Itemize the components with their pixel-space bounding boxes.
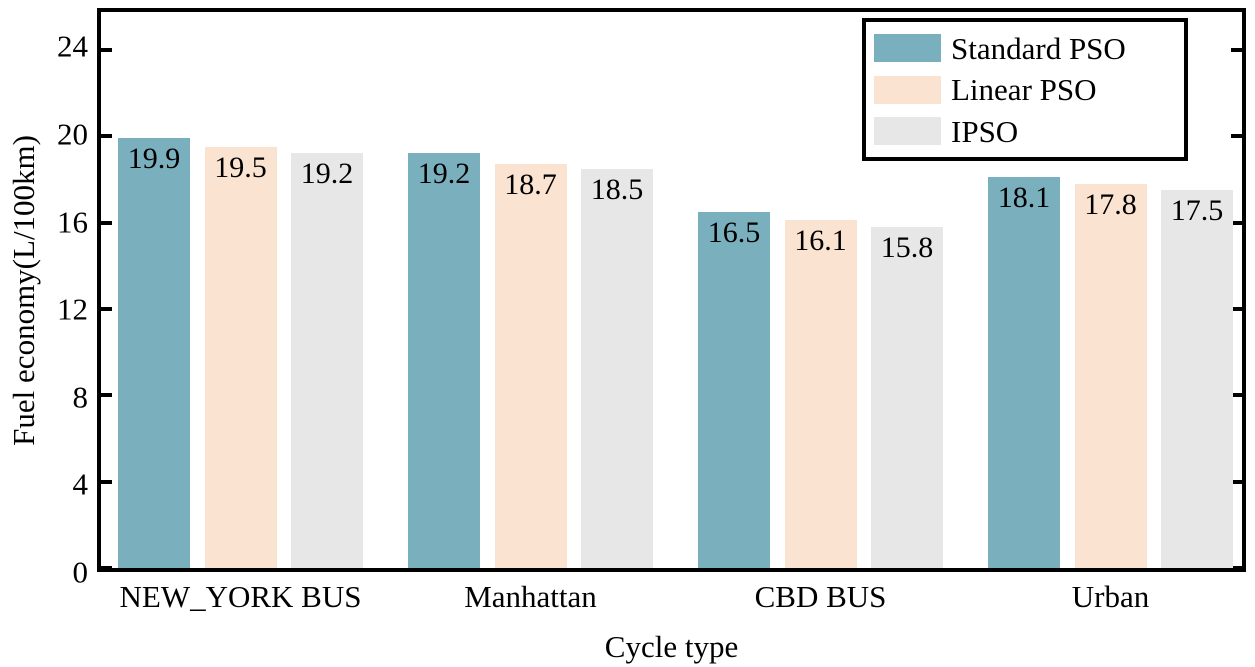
y-axis-tick-labels: 0 4 8 12 16 20 24 — [0, 8, 89, 588]
y-tick-label: 4 — [72, 466, 89, 502]
y-tick-mark-left — [101, 134, 112, 139]
bar-value-label: 18.1 — [997, 181, 1051, 215]
bar-value-label: 16.1 — [794, 224, 847, 258]
bar-group: 16.5 16.1 15.8 — [698, 12, 943, 568]
y-tick-mark-left — [101, 393, 112, 398]
legend-item-linear-pso: Linear PSO — [874, 74, 1184, 105]
bar: 19.2 — [291, 153, 363, 568]
legend-label-ipso: IPSO — [951, 113, 1019, 149]
bar-value-label: 17.8 — [1084, 187, 1137, 221]
y-tick-mark-left — [101, 566, 112, 568]
y-tick-mark-right — [1231, 566, 1242, 568]
legend-swatch-ipso — [874, 117, 941, 145]
bar: 19.2 — [408, 153, 480, 568]
y-tick-mark-left — [101, 220, 112, 225]
y-tick-mark-right — [1231, 479, 1242, 484]
legend-label-standard-pso: Standard PSO — [951, 30, 1126, 66]
bar: 16.1 — [784, 220, 857, 568]
bar-value-label: 18.7 — [504, 168, 557, 202]
bar-value-label: 16.5 — [707, 215, 761, 249]
bar: 17.8 — [1074, 183, 1147, 568]
bar-value-label: 19.5 — [214, 150, 267, 184]
bar: 18.5 — [581, 168, 653, 568]
x-tick-label: CBD BUS — [754, 579, 887, 614]
bar-group: 19.9 19.5 19.2 — [118, 12, 363, 568]
bar-value-label: 19.9 — [127, 142, 181, 176]
bar-group: 19.2 18.7 18.5 — [408, 12, 653, 568]
y-tick-mark-right — [1231, 220, 1242, 225]
y-tick-label: 8 — [72, 379, 89, 415]
bar-value-label: 15.8 — [880, 230, 934, 264]
y-tick-mark-left — [101, 306, 112, 311]
x-axis-title: Cycle type — [604, 629, 739, 664]
y-tick-label: 0 — [72, 554, 89, 590]
y-tick-label: 20 — [57, 116, 88, 152]
legend-item-standard-pso: Standard PSO — [874, 33, 1184, 64]
bar-group: 18.1 17.8 17.5 — [988, 12, 1233, 568]
y-tick-mark-right — [1231, 47, 1242, 52]
y-tick-mark-right — [1231, 134, 1242, 139]
x-tick-label: NEW_YORK BUS — [119, 579, 362, 614]
x-tick-label: Urban — [1071, 579, 1150, 614]
bar: 17.5 — [1161, 190, 1233, 568]
y-tick-mark-right — [1231, 306, 1242, 311]
x-tick-label: Manhattan — [464, 579, 597, 614]
bar: 16.5 — [698, 211, 770, 568]
legend-item-ipso: IPSO — [874, 116, 1184, 147]
y-tick-label: 24 — [57, 28, 88, 64]
bar: 15.8 — [871, 226, 943, 568]
bar-value-label: 17.5 — [1170, 194, 1224, 228]
bar-value-label: 19.2 — [300, 157, 354, 191]
y-tick-mark-left — [101, 479, 112, 484]
bar: 19.9 — [118, 138, 190, 568]
bar-value-label: 18.5 — [590, 172, 644, 206]
y-tick-mark-left — [101, 47, 112, 52]
bar: 18.1 — [988, 177, 1060, 568]
legend-swatch-standard-pso — [874, 34, 941, 62]
y-tick-mark-right — [1231, 393, 1242, 398]
y-tick-label: 16 — [57, 204, 88, 240]
bar: 19.5 — [204, 146, 277, 568]
legend-swatch-linear-pso — [874, 75, 941, 104]
bar: 18.7 — [494, 164, 567, 568]
legend-label-linear-pso: Linear PSO — [951, 72, 1097, 107]
y-tick-label: 12 — [57, 291, 88, 327]
legend: Standard PSO Linear PSO IPSO — [862, 18, 1188, 161]
bar-value-label: 19.2 — [417, 157, 471, 191]
